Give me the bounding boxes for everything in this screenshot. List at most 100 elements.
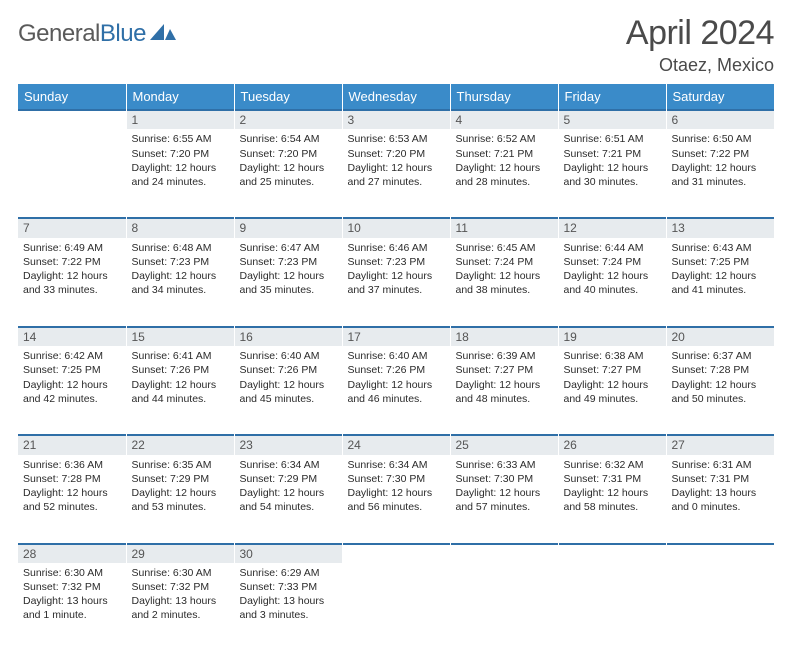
daylight-line: Daylight: 13 hours and 3 minutes.	[240, 595, 325, 621]
day-body: Sunrise: 6:39 AMSunset: 7:27 PMDaylight:…	[451, 346, 558, 410]
weekday-header: Thursday	[450, 84, 558, 109]
day-number-cell: 23	[234, 434, 342, 454]
day-body: Sunrise: 6:29 AMSunset: 7:33 PMDaylight:…	[235, 563, 342, 627]
day-body: Sunrise: 6:44 AMSunset: 7:24 PMDaylight:…	[559, 238, 666, 302]
day-body-empty	[451, 563, 558, 570]
day-cell	[18, 129, 126, 217]
day-number: 9	[235, 217, 342, 237]
sunrise-line: Sunrise: 6:29 AM	[240, 567, 320, 579]
sunrise-line: Sunrise: 6:37 AM	[672, 350, 752, 362]
day-number: 5	[559, 109, 666, 129]
day-number-cell: 27	[666, 434, 774, 454]
weekday-header: Wednesday	[342, 84, 450, 109]
daylight-line: Daylight: 12 hours and 34 minutes.	[132, 270, 217, 296]
day-body: Sunrise: 6:34 AM Sunset: 7:29 PM Daylight:…	[235, 455, 342, 519]
sunset-line: Sunset: 7:23 PM	[132, 256, 210, 268]
day-number-empty	[667, 543, 775, 563]
day-cell: Sunrise: 6:30 AMSunset: 7:32 PMDaylight:…	[126, 563, 234, 651]
day-cell: Sunrise: 6:50 AMSunset: 7:22 PMDaylight:…	[666, 129, 774, 217]
sunset-line: Sunset: 7:23 PM	[240, 256, 318, 268]
day-body-empty	[343, 563, 450, 570]
day-number: 11	[451, 217, 558, 237]
day-body: Sunrise: 6:40 AMSunset: 7:26 PMDaylight:…	[343, 346, 450, 410]
day-number-cell: 22	[126, 434, 234, 454]
day-cell: Sunrise: 6:44 AMSunset: 7:24 PMDaylight:…	[558, 238, 666, 326]
day-number-cell: 8	[126, 217, 234, 237]
sunset-line: Sunset: 7:29 PM	[240, 473, 318, 485]
weekday-header-row: Sunday Monday Tuesday Wednesday Thursday…	[18, 84, 774, 109]
daylight-line: Daylight: 13 hours and 1 minute.	[23, 595, 108, 621]
daylight-line: Daylight: 12 hours and 33 minutes.	[23, 270, 108, 296]
daylight-line: Daylight: 12 hours and 45 minutes.	[240, 379, 325, 405]
day-body: Sunrise: 6:53 AMSunset: 7:20 PMDaylight:…	[343, 129, 450, 193]
day-number-cell	[558, 543, 666, 563]
day-cell: Sunrise: 6:47 AMSunset: 7:23 PMDaylight:…	[234, 238, 342, 326]
daylight-line: Daylight: 12 hours and 53 minutes.	[132, 487, 217, 513]
day-number: 29	[127, 543, 234, 563]
sunset-line: Sunset: 7:20 PM	[240, 148, 318, 160]
day-number-cell: 26	[558, 434, 666, 454]
day-number: 24	[343, 434, 450, 454]
day-body: Sunrise: 6:36 AMSunset: 7:28 PMDaylight:…	[18, 455, 126, 519]
sunrise-line: Sunrise: 6:35 AM	[132, 459, 212, 471]
day-body: Sunrise: 6:47 AMSunset: 7:23 PMDaylight:…	[235, 238, 342, 302]
day-cell: Sunrise: 6:55 AMSunset: 7:20 PMDaylight:…	[126, 129, 234, 217]
sunrise-line: Sunrise: 6:31 AM	[672, 459, 752, 471]
week-row: Sunrise: 6:30 AM Sunset: 7:32 PM Daylight:…	[18, 563, 774, 651]
daylight-line: Daylight: 12 hours and 54 minutes.	[240, 487, 325, 513]
day-number-cell: 10	[342, 217, 450, 237]
sunrise-line: Sunrise: 6:36 AM	[23, 459, 103, 471]
day-number-row: 282930	[18, 543, 774, 563]
day-body: Sunrise: 6:40 AMSunset: 7:26 PMDaylight:…	[235, 346, 342, 410]
sunrise-line: Sunrise: 6:45 AM	[456, 242, 536, 254]
day-number-cell: 28	[18, 543, 126, 563]
sunrise-line: Sunrise: 6:40 AM	[348, 350, 428, 362]
day-number: 13	[667, 217, 775, 237]
day-cell: Sunrise: 6:45 AMSunset: 7:24 PMDaylight:…	[450, 238, 558, 326]
day-number: 3	[343, 109, 450, 129]
daylight-line: Daylight: 12 hours and 41 minutes.	[672, 270, 757, 296]
day-number-cell: 6	[666, 109, 774, 129]
sunset-line: Sunset: 7:32 PM	[23, 581, 101, 593]
day-number-empty	[18, 109, 126, 129]
day-body: Sunrise: 6:50 AMSunset: 7:22 PMDaylight:…	[667, 129, 775, 193]
day-number-cell: 12	[558, 217, 666, 237]
week-row: Sunrise: 6:49 AMSunset: 7:22 PMDaylight:…	[18, 238, 774, 326]
daylight-line: Daylight: 12 hours and 35 minutes.	[240, 270, 325, 296]
day-cell	[342, 563, 450, 651]
sunset-line: Sunset: 7:26 PM	[132, 364, 210, 376]
sunrise-line: Sunrise: 6:34 AM	[240, 459, 320, 471]
daylight-line: Daylight: 12 hours and 49 minutes.	[564, 379, 649, 405]
sunset-line: Sunset: 7:27 PM	[456, 364, 534, 376]
day-body: Sunrise: 6:51 AMSunset: 7:21 PMDaylight:…	[559, 129, 666, 193]
day-number-cell: 18	[450, 326, 558, 346]
day-cell: Sunrise: 6:43 AMSunset: 7:25 PMDaylight:…	[666, 238, 774, 326]
day-body: Sunrise: 6:35 AMSunset: 7:29 PMDaylight:…	[127, 455, 234, 519]
calendar-page: GeneralBlue April 2024 Otaez, Mexico Sun…	[0, 0, 792, 612]
brand-logo: GeneralBlue	[18, 14, 176, 48]
sunset-line: Sunset: 7:20 PM	[348, 148, 426, 160]
day-number-cell: 1	[126, 109, 234, 129]
sunrise-line: Sunrise: 6:30 AM	[23, 567, 103, 579]
day-body: Sunrise: 6:42 AMSunset: 7:25 PMDaylight:…	[18, 346, 126, 410]
day-number-row: 21222324252627	[18, 434, 774, 454]
day-number: 15	[127, 326, 234, 346]
sunset-line: Sunset: 7:30 PM	[348, 473, 426, 485]
day-number: 12	[559, 217, 666, 237]
day-cell: Sunrise: 6:49 AMSunset: 7:22 PMDaylight:…	[18, 238, 126, 326]
sunrise-line: Sunrise: 6:55 AM	[132, 133, 212, 145]
day-number-cell: 25	[450, 434, 558, 454]
sunset-line: Sunset: 7:21 PM	[456, 148, 534, 160]
day-body: Sunrise: 6:46 AMSunset: 7:23 PMDaylight:…	[343, 238, 450, 302]
sunrise-line: Sunrise: 6:53 AM	[348, 133, 428, 145]
day-number: 30	[235, 543, 342, 563]
day-cell: Sunrise: 6:36 AMSunset: 7:28 PMDaylight:…	[18, 455, 126, 543]
daylight-line: Daylight: 12 hours and 37 minutes.	[348, 270, 433, 296]
day-number: 14	[18, 326, 126, 346]
day-number-cell: 16	[234, 326, 342, 346]
day-cell: Sunrise: 6:32 AMSunset: 7:31 PMDaylight:…	[558, 455, 666, 543]
sunrise-line: Sunrise: 6:46 AM	[348, 242, 428, 254]
day-number-cell: 2	[234, 109, 342, 129]
sunrise-line: Sunrise: 6:48 AM	[132, 242, 212, 254]
day-body: Sunrise: 6:52 AMSunset: 7:21 PMDaylight:…	[451, 129, 558, 193]
